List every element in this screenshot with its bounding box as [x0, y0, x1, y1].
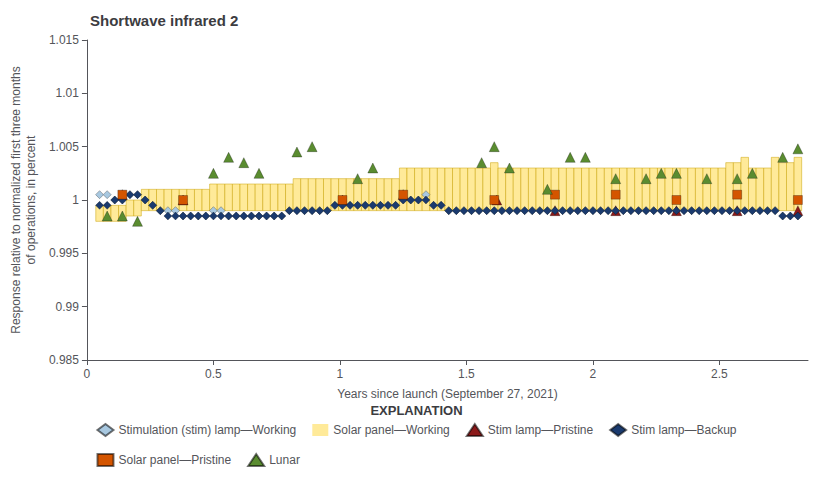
- svg-text:0.985: 0.985: [49, 353, 79, 367]
- svg-text:1: 1: [337, 367, 344, 381]
- svg-text:Shortwave infrared 2: Shortwave infrared 2: [90, 12, 238, 29]
- svg-text:Response relative to normalize: Response relative to normalized first th…: [9, 66, 23, 333]
- svg-text:1.005: 1.005: [49, 140, 79, 154]
- svg-text:0.995: 0.995: [49, 246, 79, 260]
- svg-text:0: 0: [84, 367, 91, 381]
- svg-text:Stim lamp—Backup: Stim lamp—Backup: [631, 423, 737, 437]
- svg-text:Stim lamp—Pristine: Stim lamp—Pristine: [488, 423, 594, 437]
- svg-text:2.5: 2.5: [711, 367, 728, 381]
- svg-text:1.01: 1.01: [56, 86, 80, 100]
- svg-text:2: 2: [590, 367, 597, 381]
- svg-text:1.5: 1.5: [458, 367, 475, 381]
- svg-text:1.015: 1.015: [49, 33, 79, 47]
- svg-text:0.99: 0.99: [56, 300, 80, 314]
- svg-text:Stimulation (stim) lamp—Workin: Stimulation (stim) lamp—Working: [118, 423, 296, 437]
- svg-text:of operations, in percent: of operations, in percent: [24, 135, 38, 264]
- svg-text:1: 1: [72, 193, 79, 207]
- svg-text:Years since launch (September: Years since launch (September 27, 2021): [337, 387, 557, 401]
- svg-text:Lunar: Lunar: [269, 453, 300, 467]
- svg-text:0.5: 0.5: [205, 367, 222, 381]
- svg-text:Solar panel—Working: Solar panel—Working: [333, 423, 450, 437]
- svg-text:Solar panel—Pristine: Solar panel—Pristine: [118, 453, 231, 467]
- svg-text:EXPLANATION: EXPLANATION: [370, 403, 462, 418]
